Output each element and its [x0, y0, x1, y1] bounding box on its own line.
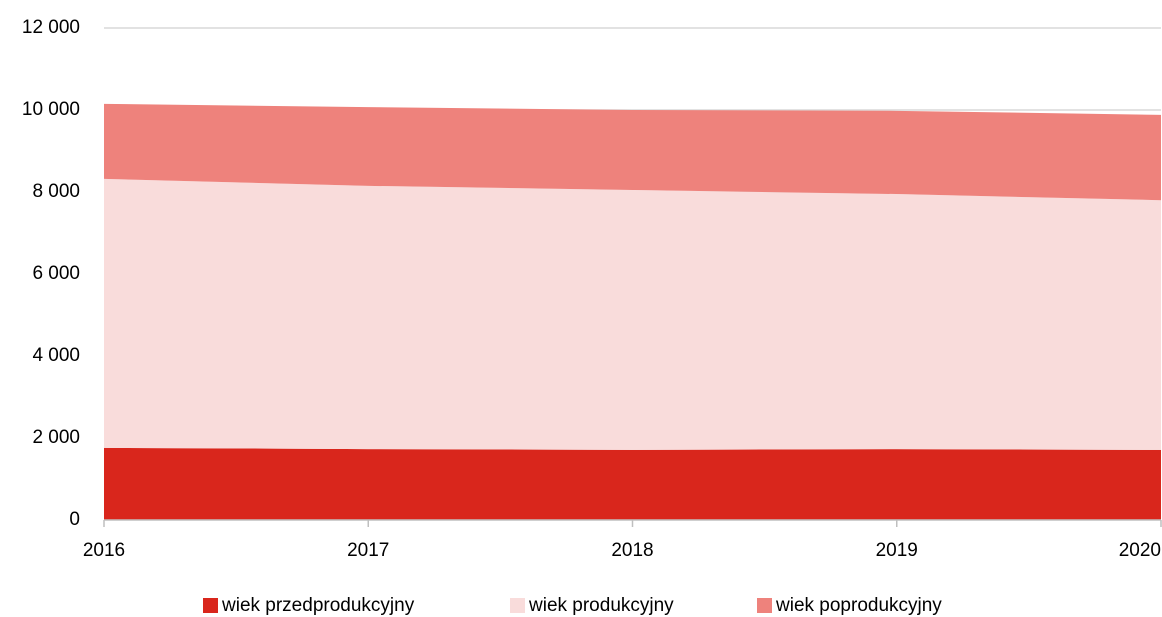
x-tick-label: 2020	[1119, 540, 1161, 561]
legend-label: wiek produkcyjny	[528, 595, 674, 616]
legend-swatch	[757, 598, 772, 613]
area	[104, 447, 1161, 520]
area	[104, 103, 1161, 201]
y-tick-label: 8 000	[32, 181, 80, 202]
legend-swatch	[203, 598, 218, 613]
x-tick-label: 2019	[876, 540, 918, 561]
x-tick-label: 2016	[83, 540, 125, 561]
y-tick-label: 12 000	[22, 17, 80, 38]
y-tick-label: 4 000	[32, 345, 80, 366]
x-tick-label: 2017	[347, 540, 389, 561]
legend-swatch	[510, 598, 525, 613]
legend-label: wiek przedprodukcyjny	[221, 595, 415, 616]
y-tick-label: 6 000	[32, 263, 80, 284]
y-tick-label: 10 000	[22, 99, 80, 120]
area	[104, 178, 1161, 450]
legend-label: wiek poprodukcyjny	[775, 595, 942, 616]
y-tick-label: 0	[69, 509, 80, 530]
y-tick-label: 2 000	[32, 427, 80, 448]
x-tick-label: 2018	[611, 540, 653, 561]
